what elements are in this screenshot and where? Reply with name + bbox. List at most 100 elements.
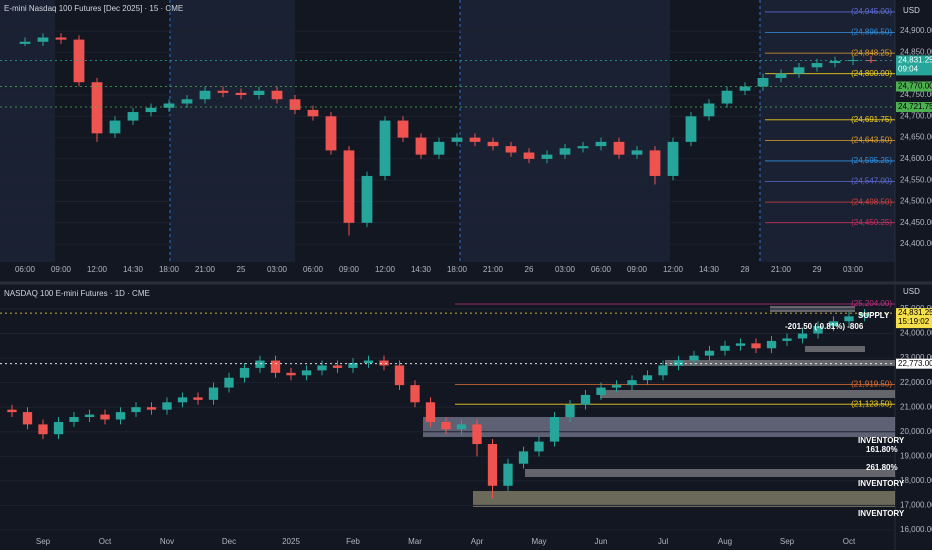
- level-label: (24,595.25): [851, 156, 892, 165]
- price-badge: [896, 81, 932, 92]
- candle-body: [503, 463, 513, 486]
- candle-body: [253, 90, 265, 96]
- candle-body: [505, 146, 517, 153]
- annotation: INVENTORY: [858, 509, 905, 518]
- candle-body: [441, 421, 451, 430]
- candle-body: [720, 345, 730, 351]
- y-tick-label: 24,850.00: [900, 48, 932, 57]
- candle-body: [534, 441, 544, 452]
- candle-body: [721, 90, 733, 104]
- x-tick-label: 18:00: [159, 265, 180, 274]
- x-tick-label: 03:00: [555, 265, 576, 274]
- candle-body: [595, 141, 607, 147]
- x-tick-label: 09:00: [627, 265, 648, 274]
- candle-body: [100, 414, 110, 420]
- y-tick-label: 24,900.00: [900, 26, 932, 35]
- x-tick-label: 14:30: [411, 265, 432, 274]
- candle-body: [131, 407, 141, 413]
- candle-body: [793, 67, 805, 74]
- candle-body: [332, 365, 343, 368]
- y-tick-label: 24,400.00: [900, 239, 932, 248]
- annotation: 161.80%: [866, 445, 898, 454]
- price-badge-label: 22,773.00: [898, 359, 932, 368]
- currency: USD: [903, 287, 920, 296]
- candle-body: [37, 37, 49, 42]
- candle-body: [84, 414, 95, 418]
- x-tick-label: 21:00: [771, 265, 792, 274]
- candle-body: [127, 112, 139, 121]
- price-badge-label: 24,721.75: [898, 102, 932, 111]
- candle-body: [739, 86, 751, 91]
- candle-body: [433, 141, 445, 155]
- level-label: (24,450.25): [851, 218, 892, 227]
- candle-body: [394, 365, 405, 386]
- candle-body: [38, 424, 48, 435]
- chart-title: NASDAQ 100 E-mini Futures · 1D · CME: [4, 289, 150, 298]
- zone: [665, 360, 895, 366]
- candle-body: [627, 380, 637, 386]
- session-band: [170, 0, 295, 262]
- candle-body: [53, 421, 64, 435]
- x-tick-label: 26: [525, 265, 534, 274]
- x-tick-label: 21:00: [483, 265, 504, 274]
- candle-body: [348, 363, 358, 368]
- candle-body: [523, 152, 535, 159]
- price-badge: [896, 102, 932, 113]
- candle-body: [379, 360, 389, 366]
- level-label: (24,643.50): [851, 135, 892, 144]
- y-tick-label: 17,000.00: [900, 501, 932, 510]
- zone: [525, 469, 895, 477]
- candle-body: [317, 365, 327, 371]
- x-tick-label: 2025: [282, 537, 300, 546]
- candle-body: [146, 407, 157, 410]
- candle-body: [828, 321, 839, 327]
- candle-body: [425, 402, 436, 422]
- candle-body: [703, 103, 715, 117]
- candle-body: [797, 333, 808, 339]
- candle-body: [613, 141, 625, 155]
- x-tick-label: 03:00: [843, 265, 864, 274]
- candle-body: [751, 343, 761, 349]
- candle-body: [580, 394, 591, 405]
- plot-area: [0, 303, 895, 531]
- x-tick-label: Feb: [346, 537, 360, 546]
- y-tick-label: 24,500.00: [900, 197, 932, 206]
- level-label: (24,800.00): [851, 69, 892, 78]
- candle-body: [208, 387, 219, 400]
- annotation: SUPPLY: [858, 311, 890, 320]
- candle-body: [363, 360, 374, 364]
- candle-body: [456, 424, 467, 430]
- countdown: 15:19:02: [898, 317, 930, 326]
- candle-body: [239, 367, 250, 378]
- candle-body: [286, 372, 296, 376]
- countdown: 09:04: [898, 64, 919, 73]
- candle-body: [19, 41, 31, 44]
- candle-body: [782, 338, 792, 341]
- candle-body: [596, 387, 606, 395]
- candle-body: [181, 99, 193, 104]
- price-badge: [896, 55, 932, 76]
- y-tick-label: 24,000.00: [900, 329, 932, 338]
- candle-body: [811, 63, 823, 68]
- y-tick-label: 24,550.00: [900, 175, 932, 184]
- candle-body: [361, 175, 373, 223]
- level-label: (21,123.50): [851, 399, 892, 408]
- annotation: INVENTORY: [858, 436, 905, 445]
- x-tick-label: Jul: [658, 537, 668, 546]
- candle-body: [451, 137, 463, 142]
- candle-body: [847, 60, 859, 62]
- y-tick-label: 20,000.00: [900, 427, 932, 436]
- x-tick-label: 12:00: [375, 265, 396, 274]
- candle-body: [397, 120, 409, 138]
- x-tick-label: 28: [741, 265, 750, 274]
- y-tick-label: 24,700.00: [900, 111, 932, 120]
- candle-body: [410, 385, 420, 403]
- y-tick-label: 21,000.00: [900, 402, 932, 411]
- candle-body: [343, 150, 355, 223]
- candle-body: [69, 417, 79, 422]
- level-label: (25,204.00): [851, 299, 892, 308]
- x-tick-label: 03:00: [267, 265, 288, 274]
- session-band: [760, 0, 895, 262]
- candle-body: [109, 120, 121, 134]
